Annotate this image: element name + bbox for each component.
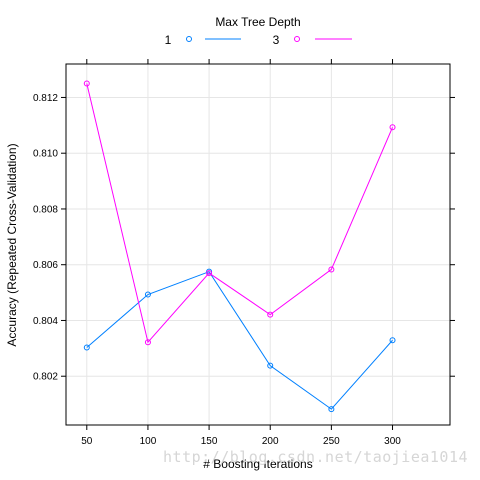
series-line-3	[86, 83, 393, 344]
series-line-1	[86, 271, 393, 410]
y-tick-label: 0.806	[33, 260, 58, 271]
legend: Max Tree Depth 1 3	[165, 15, 352, 47]
y-axis-label: Accuracy (Repeated Cross-Validation)	[5, 143, 19, 346]
data-point	[206, 270, 213, 277]
data-point	[328, 406, 335, 413]
grid	[66, 64, 450, 425]
legend-marker	[186, 36, 192, 42]
y-tick-label: 0.802	[33, 372, 58, 383]
data-point	[83, 80, 90, 87]
y-tick-label: 0.810	[33, 149, 58, 160]
legend-marker	[294, 36, 300, 42]
data-point	[267, 311, 274, 318]
series-layer	[83, 80, 396, 413]
x-tick-label: 200	[262, 436, 279, 447]
data-point	[389, 337, 396, 344]
legend-title: Max Tree Depth	[215, 15, 300, 29]
y-tick-label: 0.812	[33, 93, 58, 104]
legend-label-1: 1	[165, 33, 172, 47]
data-point	[328, 266, 335, 273]
data-point	[144, 291, 151, 298]
axes: 50 100 150 200 250 300 0.802 0.804 0.806 0.808 0.8…	[33, 59, 455, 447]
watermark: http://blog.csdn.net/taojiea1014	[163, 448, 468, 466]
plot-frame	[65, 63, 451, 426]
data-point	[83, 344, 90, 351]
x-tick-label: 50	[81, 436, 93, 447]
data-point	[144, 339, 151, 346]
legend-label-3: 3	[273, 33, 280, 47]
y-tick-label: 0.808	[33, 204, 58, 215]
x-tick-label: 250	[323, 436, 340, 447]
x-tick-label: 150	[201, 436, 218, 447]
data-point	[389, 124, 396, 131]
x-tick-label: 100	[140, 436, 157, 447]
data-point	[267, 362, 274, 369]
x-axis-label: # Boosting Iterations	[203, 457, 312, 471]
x-tick-label: 300	[384, 436, 401, 447]
y-tick-label: 0.804	[33, 316, 58, 327]
